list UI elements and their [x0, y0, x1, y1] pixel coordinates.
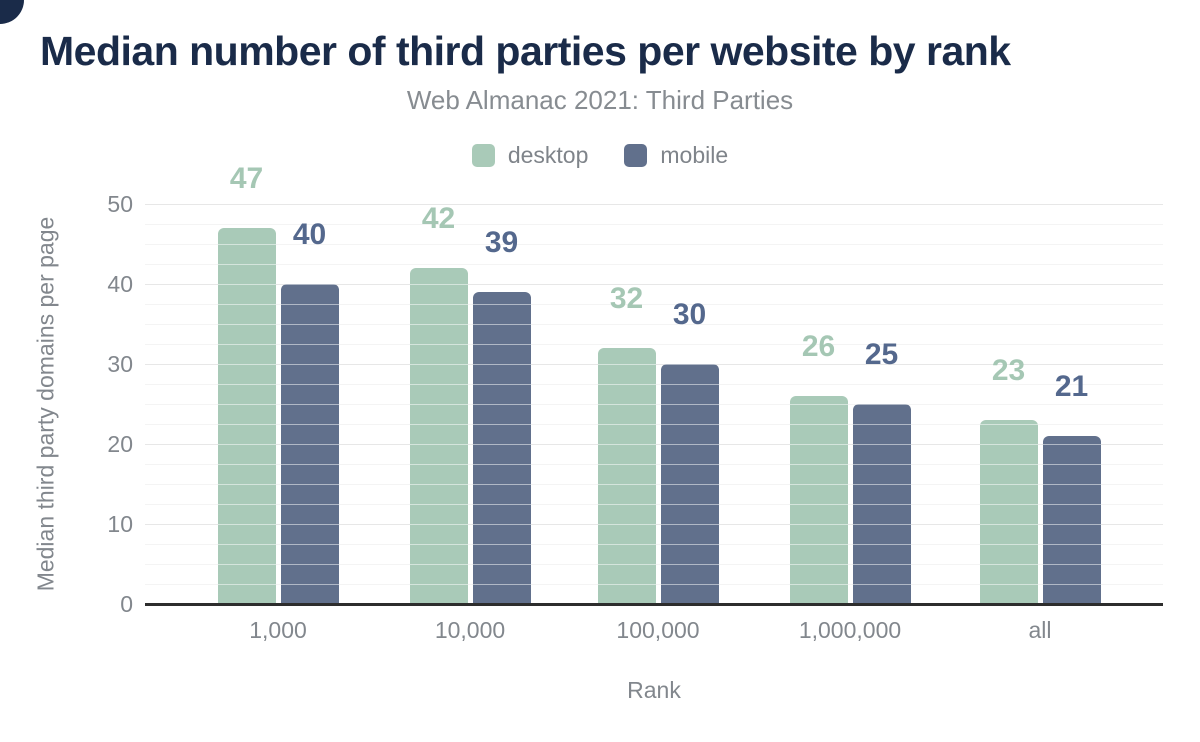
x-tick-label: all	[1028, 617, 1052, 643]
legend-item-mobile[interactable]: mobile	[624, 142, 728, 169]
mobile-bar-1,000,000[interactable]	[852, 404, 911, 604]
desktop-bar-all[interactable]	[979, 420, 1038, 604]
mobile-value-label: 25	[864, 338, 899, 371]
desktop-value-label: 42	[421, 202, 456, 235]
desktop-swatch-icon	[471, 144, 495, 167]
desktop-value-label: 26	[801, 330, 836, 363]
legend: desktop mobile	[0, 142, 1200, 169]
minor-gridline	[145, 244, 1163, 245]
y-tick-label: 50	[107, 191, 133, 217]
x-axis-title: Rank	[627, 677, 681, 703]
minor-gridline	[145, 304, 1163, 305]
major-gridline	[145, 204, 1163, 205]
desktop-bar-10,000[interactable]	[409, 268, 468, 604]
mobile-bar-10,000[interactable]	[472, 292, 531, 604]
mobile-bar-all[interactable]	[1042, 436, 1101, 604]
desktop-value-label: 23	[991, 354, 1026, 387]
y-tick-label: 30	[107, 351, 133, 377]
mobile-value-label: 40	[292, 218, 327, 251]
y-tick-label: 10	[107, 511, 133, 537]
desktop-value-label: 47	[229, 162, 264, 195]
y-tick-area: 0 10 20 30 40 50	[0, 191, 133, 617]
desktop-bar-1,000,000[interactable]	[789, 396, 848, 604]
minor-gridline	[145, 224, 1163, 225]
x-axis-line	[145, 603, 1163, 606]
plot-area: 47 40 42 39 32 30 26 25 23 21	[145, 164, 1163, 604]
y-tick-label: 40	[107, 271, 133, 297]
mobile-bar-100,000[interactable]	[660, 364, 719, 604]
corner-notch	[0, 0, 24, 24]
mobile-swatch-icon	[624, 144, 648, 167]
desktop-bar-100,000[interactable]	[597, 348, 656, 604]
mobile-value-label: 39	[484, 226, 519, 259]
legend-item-desktop[interactable]: desktop	[471, 142, 589, 169]
y-tick-label: 0	[120, 591, 133, 617]
x-tick-label: 10,000	[434, 617, 506, 643]
minor-gridline	[145, 264, 1163, 265]
y-tick-label: 20	[107, 431, 133, 457]
desktop-value-label: 32	[609, 282, 644, 315]
legend-label-desktop: desktop	[507, 142, 589, 168]
minor-gridline	[145, 344, 1163, 345]
x-tick-label: 100,000	[616, 617, 700, 643]
desktop-bar-1,000[interactable]	[217, 228, 276, 604]
major-gridline	[145, 284, 1163, 285]
mobile-value-label: 30	[672, 298, 707, 331]
legend-label-mobile: mobile	[660, 142, 729, 168]
chart-title: Median number of third parties per websi…	[40, 28, 1011, 74]
mobile-bar-1,000[interactable]	[280, 284, 339, 604]
minor-gridline	[145, 324, 1163, 325]
mobile-value-label: 21	[1054, 370, 1089, 403]
x-tick-label: 1,000	[249, 617, 307, 643]
chart-subtitle: Web Almanac 2021: Third Parties	[406, 85, 794, 115]
x-tick-label: 1,000,000	[798, 617, 902, 643]
